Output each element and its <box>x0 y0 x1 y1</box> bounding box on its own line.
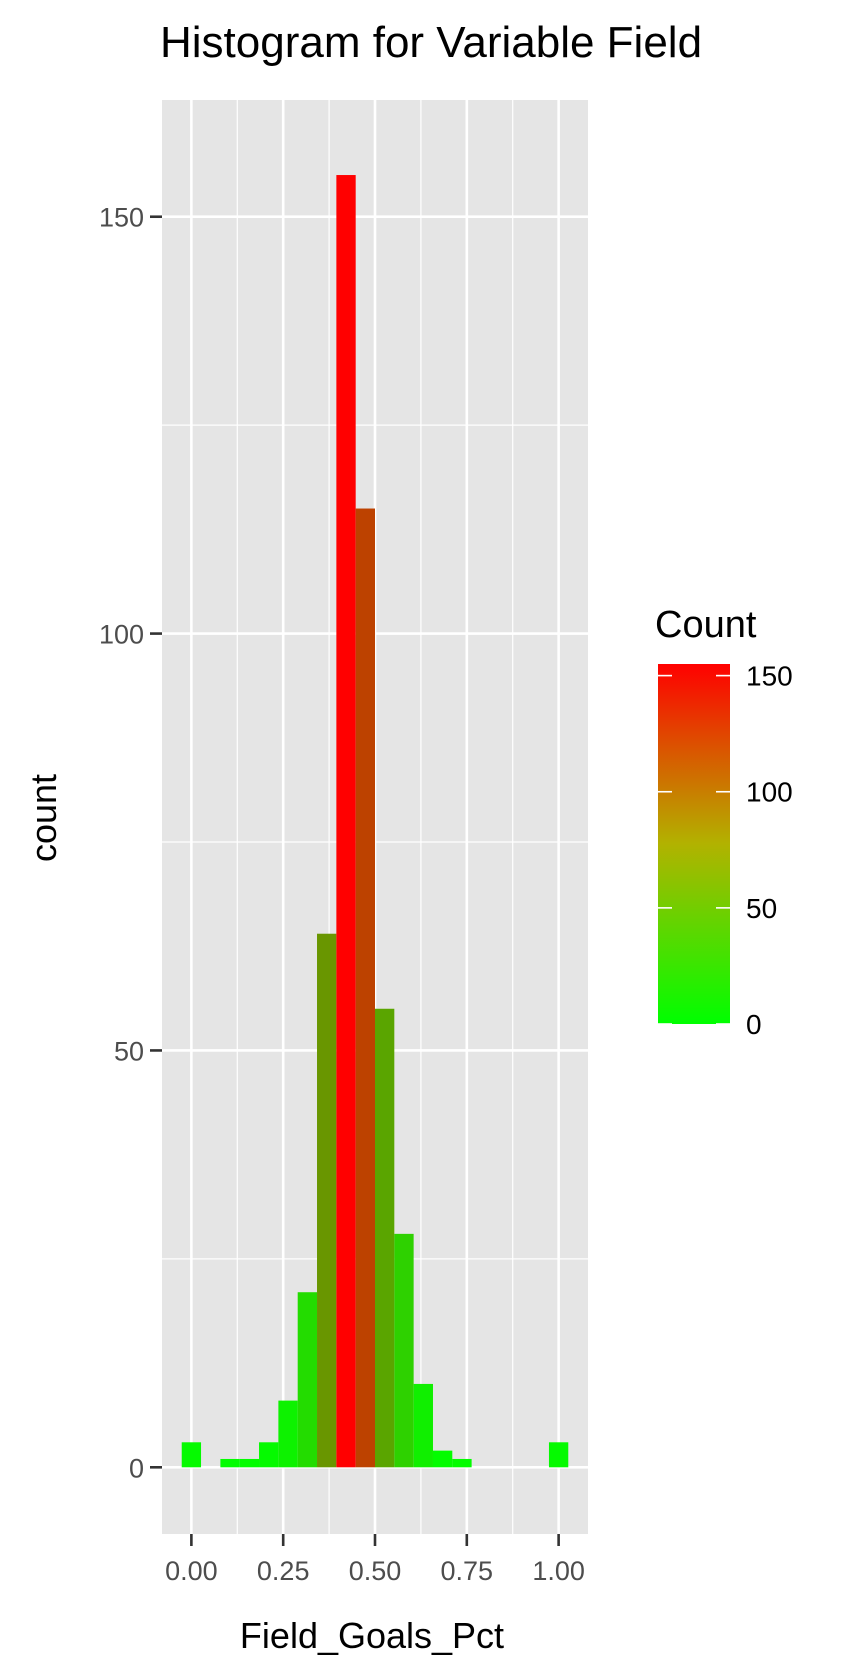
histogram-bar <box>297 1292 318 1468</box>
histogram-bar <box>336 175 356 1468</box>
histogram-bar <box>278 1400 298 1468</box>
histogram-bar <box>220 1458 240 1468</box>
histogram-bar <box>394 1233 414 1468</box>
x-tick-label: 1.00 <box>532 1556 585 1586</box>
histogram-bar <box>317 933 337 1468</box>
grid-lines <box>162 100 588 1534</box>
legend-label: 50 <box>746 893 777 924</box>
histogram-bar <box>181 1442 202 1468</box>
y-axis: 0 50 100 150 <box>99 203 162 1483</box>
histogram-bar <box>413 1383 433 1468</box>
histogram-bar <box>239 1458 260 1468</box>
legend-label: 0 <box>746 1009 762 1040</box>
histogram-bars <box>181 175 569 1468</box>
histogram-bar <box>432 1450 453 1468</box>
x-axis: 0.00 0.25 0.50 0.75 1.00 <box>165 1534 585 1586</box>
histogram-bar <box>452 1458 472 1468</box>
histogram-bar <box>375 1008 395 1468</box>
x-axis-title: Field_Goals_Pct <box>239 1615 505 1656</box>
y-tick-label: 100 <box>99 620 144 650</box>
x-tick-label: 0.25 <box>257 1556 310 1586</box>
y-tick-label: 0 <box>129 1453 144 1483</box>
x-tick-label: 0.50 <box>349 1556 402 1586</box>
color-legend: 0 50 100 150 <box>658 661 793 1040</box>
chart-title: Histogram for Variable Field <box>160 18 703 67</box>
y-tick-label: 150 <box>99 203 144 233</box>
y-tick-label: 50 <box>114 1036 144 1066</box>
histogram-bar <box>355 508 375 1468</box>
legend-label: 100 <box>746 777 793 808</box>
histogram-bar <box>548 1442 569 1468</box>
y-axis-title: count <box>23 773 64 863</box>
histogram-bar <box>259 1442 279 1468</box>
legend-title: Count <box>655 604 757 646</box>
legend-label: 150 <box>746 661 793 692</box>
legend-ticks: 0 50 100 150 <box>658 661 793 1040</box>
x-tick-label: 0.00 <box>165 1556 218 1586</box>
legend-color-bar <box>658 664 730 1024</box>
x-tick-label: 0.75 <box>441 1556 494 1586</box>
